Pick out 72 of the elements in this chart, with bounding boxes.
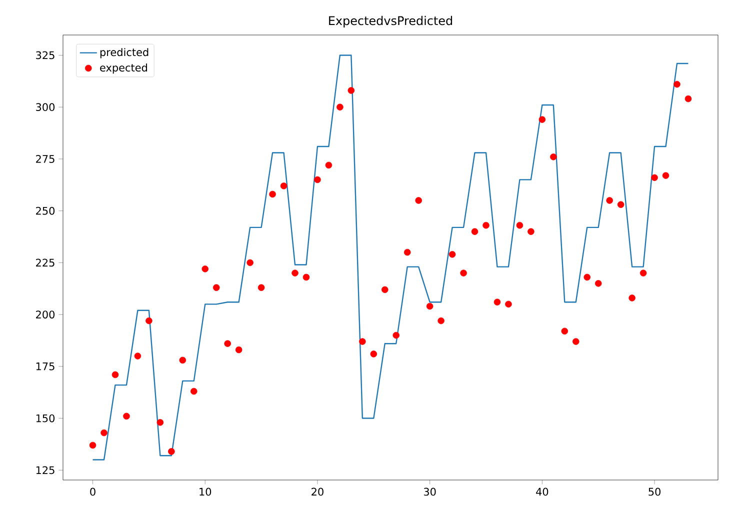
point [370,350,378,358]
x-tick-label: 40 [536,488,548,496]
point [359,338,366,345]
point [561,328,568,335]
point [348,87,355,94]
point [168,448,175,455]
point [190,388,198,395]
x-tick-label: 30 [424,488,436,496]
point [89,442,96,449]
y-tick-label: 175 [36,362,54,370]
y-tick-label: 225 [36,258,54,267]
point [628,294,636,302]
point [123,412,130,420]
point [258,284,265,291]
point [651,174,658,182]
point [482,222,490,229]
y-tick-label: 300 [36,103,55,112]
point [325,162,332,169]
point [246,259,254,266]
x-tick-label: 20 [312,488,324,496]
point [314,176,321,184]
point [471,228,478,235]
y-tick-label: 125 [36,466,54,474]
point [235,346,242,354]
point [415,197,422,204]
point [460,270,467,276]
point [382,286,388,294]
point [280,182,288,190]
legend-label: expected [100,64,147,74]
point [156,419,164,426]
point [674,80,680,88]
point [212,284,220,291]
point [516,222,524,229]
point [594,280,602,287]
y-tick-label: 325 [36,51,54,60]
point [572,338,580,345]
point [438,317,444,324]
point [112,371,119,378]
point [426,302,434,310]
point [538,116,546,123]
point [302,274,310,281]
legend-label: predicted [100,48,148,58]
point [550,153,557,160]
chart-title: ExpectedvsPredicted [329,16,452,28]
point [584,274,591,281]
point [146,317,152,324]
y-tick-label: 250 [36,206,55,215]
point [617,201,624,208]
point [684,95,692,102]
point [392,332,400,339]
point [202,266,209,272]
y-tick-label: 200 [36,310,55,318]
point [292,270,298,276]
point [528,228,534,235]
point [448,251,456,258]
point [606,197,613,204]
point [505,300,512,308]
point [640,270,647,276]
x-tick-label: 0 [90,488,96,496]
x-tick-label: 50 [648,488,660,496]
point [336,104,344,110]
y-tick-label: 150 [36,414,55,422]
point [494,298,501,306]
point [662,172,670,179]
y-tick-label: 275 [36,154,54,163]
point [404,248,411,256]
point [269,190,276,198]
point [224,340,231,347]
point [100,429,108,436]
point [134,352,142,360]
point [179,356,186,364]
x-tick-label: 10 [200,488,212,496]
